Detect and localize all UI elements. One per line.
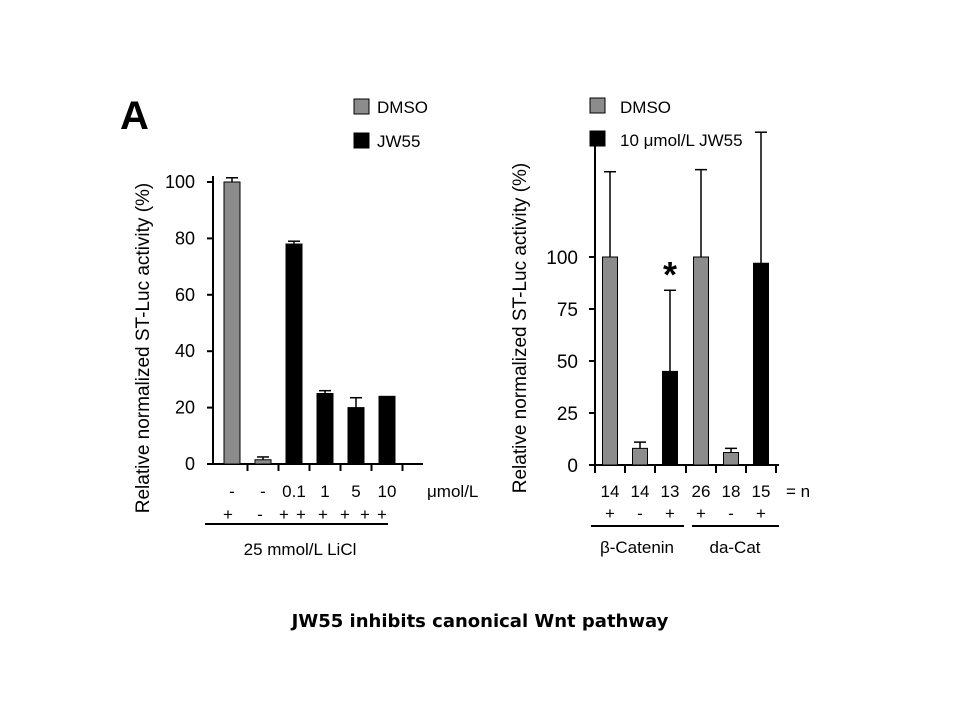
n-value-label: 14 [601,482,620,501]
condition-sign: + [605,504,615,523]
chart-right: 0 25 50 75 100 Relative normalized ST-Luc act… [510,97,810,557]
x-tick-label: - [229,482,235,501]
x-tick-label: 10 [378,482,397,501]
figure-caption: JW55 inhibits canonical Wnt pathway [291,611,669,632]
bar [347,407,365,465]
x-tick-label: 0.1 [282,482,306,501]
chart-left: 0 20 40 60 80 100 Relative normalized ST-Luc a… [133,98,478,559]
group-label-beta-catenin: β-Catenin [600,538,674,557]
n-value-label: 13 [661,482,680,501]
n-value-label: 18 [722,482,741,501]
legend-swatch [589,97,606,114]
bar [662,370,678,466]
n-value-label: 14 [631,482,650,501]
bar [378,395,396,465]
significance-asterisk: * [663,254,677,295]
legend-label: DMSO [377,98,428,117]
legend-swatch [353,98,370,115]
bar [693,256,709,466]
licl-sign: + [279,505,289,524]
licl-sign: + [360,505,370,524]
n-value-label: 26 [692,482,711,501]
group-label: 25 mmol/L LiCl [244,540,357,559]
y-axis-label: Relative normalized ST-Luc activity (%) [510,163,531,494]
licl-sign: + [318,505,328,524]
group-label-da-cat: da-Cat [709,538,760,557]
y-tick-label: 60 [175,285,195,305]
bar [602,256,618,466]
n-value-label: 15 [752,482,771,501]
licl-sign: - [257,505,263,524]
licl-sign: + [377,505,387,524]
y-tick-label: 20 [175,398,195,418]
licl-sign: + [223,505,233,524]
bar [723,452,739,466]
y-tick-label: 0 [567,456,578,477]
x-tick-label: - [260,482,266,501]
condition-sign: + [696,504,706,523]
legend-label: DMSO [620,98,671,117]
legend-label: JW55 [377,132,420,151]
y-tick-label: 100 [546,248,578,269]
y-tick-label: 80 [175,228,195,248]
panel-label: A [120,94,149,138]
condition-sign: - [728,504,734,523]
n-suffix-label: = n [786,482,810,501]
y-tick-label: 0 [185,454,195,474]
bar [316,393,334,465]
x-tick-label: 5 [351,482,360,501]
bar [254,459,272,465]
y-tick-label: 100 [165,172,195,192]
bar [632,447,648,466]
y-tick-label: 50 [557,352,578,373]
x-unit-label: μmol/L [427,482,478,501]
y-tick-label: 40 [175,341,195,361]
legend-label: 10 μmol/L JW55 [620,131,743,150]
y-tick-label: 75 [557,300,578,321]
y-axis-label: Relative normalized ST-Luc activity (%) [133,183,154,514]
x-tick-label: 1 [320,482,329,501]
condition-sign: + [665,504,675,523]
legend-swatch [589,130,606,147]
condition-sign: + [756,504,766,523]
licl-sign: + [340,505,350,524]
condition-sign: - [637,504,643,523]
licl-sign: + [296,505,306,524]
legend-swatch [353,132,370,149]
bar [223,181,241,465]
y-tick-label: 25 [557,404,578,425]
bar [285,243,303,465]
bar [753,262,769,466]
